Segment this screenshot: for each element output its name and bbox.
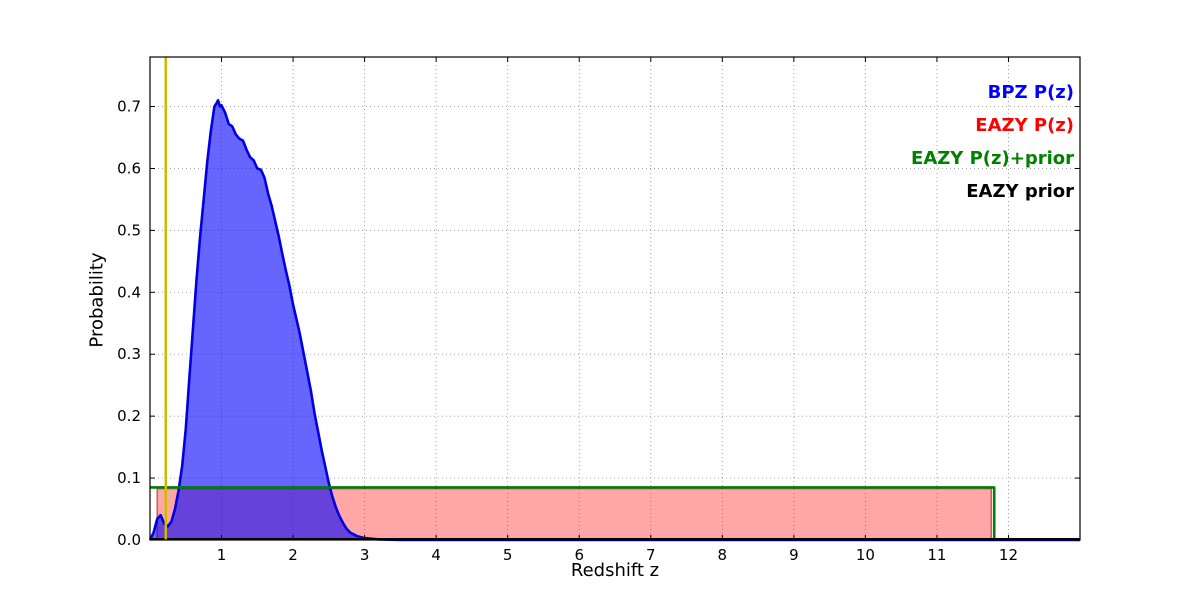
y-tick-label: 0.3 xyxy=(117,345,141,363)
x-tick-label: 3 xyxy=(360,546,370,564)
x-tick-label: 11 xyxy=(927,546,946,564)
y-tick-label: 0.0 xyxy=(117,531,141,549)
legend-item-bpz-pz: BPZ P(z) xyxy=(987,82,1074,103)
y-axis-label: Probability xyxy=(86,252,108,348)
x-tick-label: 4 xyxy=(431,546,441,564)
y-tick-label: 0.4 xyxy=(117,283,141,301)
x-tick-label: 5 xyxy=(503,546,513,564)
legend: BPZ P(z) EAZY P(z) EAZY P(z)+prior EAZY … xyxy=(911,76,1074,208)
x-axis-label: Redshift z xyxy=(570,560,660,581)
x-tick-label: 8 xyxy=(718,546,728,564)
x-tick-label: 1 xyxy=(217,546,227,564)
x-tick-label: 6 xyxy=(574,546,584,564)
series-line-bpz-pz xyxy=(148,99,1080,542)
legend-item-eazy-pz-prior: EAZY P(z)+prior xyxy=(911,148,1074,169)
legend-item-eazy-prior: EAZY prior xyxy=(966,181,1074,202)
x-tick-label: 9 xyxy=(789,546,799,564)
plot-border xyxy=(149,56,1081,541)
y-tick-label: 0.2 xyxy=(117,407,141,425)
series-fill-bpz-pz xyxy=(150,100,1080,541)
series-line-eazy-pz-prior xyxy=(150,486,996,540)
y-tick-label: 0.7 xyxy=(117,98,141,116)
x-tick-label: 2 xyxy=(288,546,298,564)
series-fill-eazy-pz xyxy=(157,488,992,540)
y-tick-label: 0.5 xyxy=(117,221,141,239)
x-tick-label: 12 xyxy=(999,546,1018,564)
y-tick-label: 0.1 xyxy=(117,469,141,487)
x-tick-label: 7 xyxy=(646,546,656,564)
x-tick-label: 10 xyxy=(856,546,875,564)
legend-item-eazy-pz: EAZY P(z) xyxy=(975,115,1074,136)
y-tick-label: 0.6 xyxy=(117,159,141,177)
